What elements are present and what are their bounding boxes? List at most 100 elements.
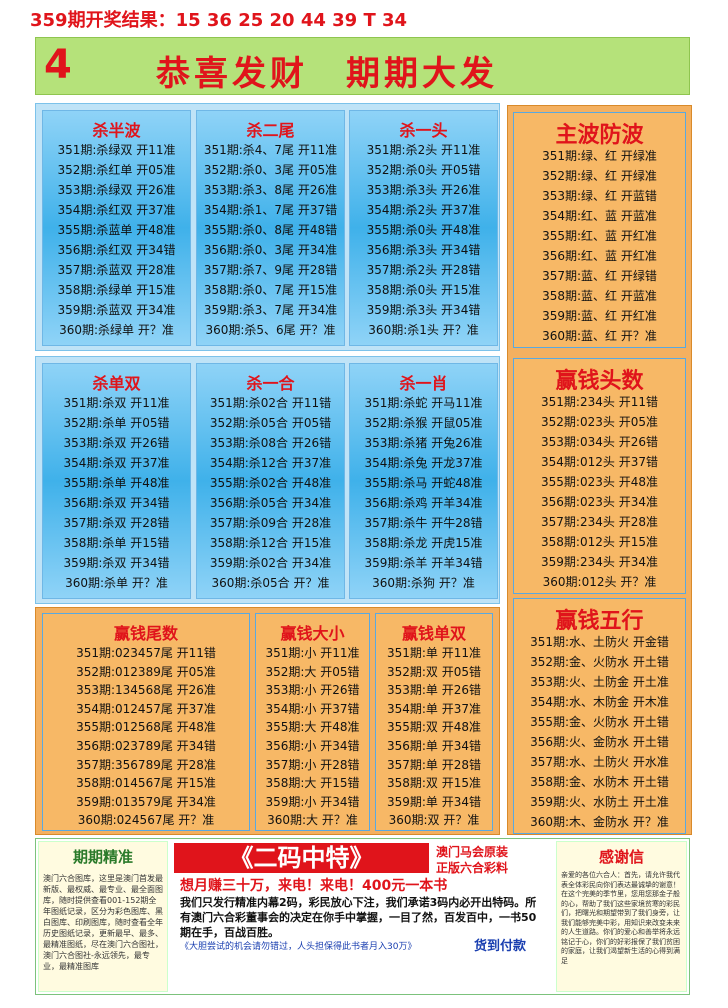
footer-right-text: 亲爱的各位六合人：首先，请允许我代表全体彩民向你们表达最诚挚的谢意！在这个完美的… [561,871,680,965]
panel-row: 353期:杀08合 开26错 [209,436,332,450]
panel: 赢钱尾数 351期:023457尾 开11错 352期:012389尾 开05准 35… [42,613,250,831]
panel-title: 杀单双 [92,374,141,393]
panel-row: 357期:杀双 开28错 [63,516,170,530]
panel-row: 351期:杀02合 开11错 [209,396,332,410]
panel-row: 358期:014567尾 开15准 [76,776,216,791]
panel-row: 356期:小 开34错 [265,739,360,753]
footer-center: 《二码中特》 澳门马会原装 正版六合彩料 想月赚三十万，来电！来电！400元一本… [174,841,552,992]
panel-row: 353期:134568尾 开26准 [76,683,216,698]
panel-row: 353期:杀双 开26错 [63,436,170,450]
panel-row: 351期:杀4、7尾 开11准 [203,143,338,157]
panel-row: 352期:023头 开05准 [541,415,658,429]
panel-row: 352期:杀红单 开05准 [57,163,176,177]
panel-row: 360期:杀单 开？准 [65,576,168,590]
panel-row: 359期:杀3头 开34错 [366,303,481,317]
panel-row: 354期:小 开37错 [265,701,360,716]
panel-row: 354期:杀兔 开龙37准 [364,456,483,470]
panel-row: 357期:小 开28错 [265,757,360,772]
panel-row: 357期:杀7、9尾 开28错 [203,263,338,277]
panel-row: 354期:杀红双 开37准 [57,203,176,217]
panel-row: 359期:杀羊 开羊34错 [364,556,483,570]
panel-row: 359期:杀02合 开34准 [209,556,332,570]
panel-row: 352期:杀单 开05错 [63,416,170,430]
panel: 杀一合 351期:杀02合 开11错 352期:杀05合 开05错 353期:杀08合… [196,363,345,599]
panel: 赢钱五行 351期:水、土防火 开金错 352期:金、火防水 开土错 353期:火、土… [513,598,686,834]
panel-row: 355期:杀0头 开48准 [366,223,481,237]
panel-row: 352期:杀0、3尾 开05准 [203,163,338,177]
panel-row: 356期:杀05合 开34准 [209,496,332,510]
panel-row: 360期:双 开？准 [388,813,480,828]
panel-row: 354期:杀1、7尾 开37错 [203,203,338,217]
footer: 期期精准 澳门六合图库，这里是澳门首发最新版、最权威、最专业、最全面图库，随时提… [35,838,690,995]
ad-title: 《二码中特》 [174,843,429,873]
panel-row: 355期:023头 开48准 [541,475,658,489]
panel-row: 359期:小 开34错 [265,794,360,809]
panel-row: 358期:012头 开15准 [541,535,658,549]
panel-row: 353期:杀3头 开26准 [366,183,481,197]
panel-row: 353期:杀绿双 开26准 [57,183,176,197]
panel-row: 353期:火、土防金 开土准 [530,675,669,689]
panel-row: 358期:杀龙 开虎15准 [364,536,483,550]
panel-row: 356期:单 开34错 [386,739,482,753]
panel-row: 358期:杀绿单 开15准 [57,283,176,297]
draw-result: 359期开奖结果：15 36 25 20 44 39 T 34 [30,10,408,31]
panel-row: 359期:杀双 开34错 [63,556,170,570]
ad-pay: 货到付款 [474,939,527,954]
panel-row: 354期:012457尾 开37准 [76,701,216,716]
panel-row: 354期:杀2头 开37准 [366,203,481,217]
panel-row: 354期:杀12合 开37准 [209,456,332,470]
panel-row: 360期:012头 开？准 [542,575,657,589]
panel-row: 354期:红、蓝 开蓝准 [542,209,657,223]
footer-right: 感谢信 亲爱的各位六合人：首先，请允许我代表全体彩民向你们表达最诚挚的谢意！在这… [556,841,687,992]
panel-title: 赢钱五行 [555,609,644,634]
panel-row: 357期:蓝、红 开绿错 [542,269,657,283]
panel-row: 358期:金、水防木 开土错 [530,775,669,789]
footer-left: 期期精准 澳门六合图库，这里是澳门首发最新版、最权威、最专业、最全面图库，随时提… [38,841,168,992]
panel-row: 359期:单 开34错 [386,794,482,809]
panel-row: 351期:023457尾 开11错 [76,646,216,660]
panel-row: 360期:杀1头 开？准 [368,323,479,337]
panel-row: 352期:双 开05错 [386,664,482,679]
panel-row: 360期:024567尾 开？准 [77,813,215,828]
panel-row: 352期:杀05合 开05错 [209,416,332,430]
panel-row: 352期:大 开05错 [265,664,360,679]
panel-row: 353期:杀猪 开兔26准 [364,436,483,450]
panel-row: 359期:蓝、红 开红准 [542,309,657,323]
panel-row: 354期:水、木防金 开木准 [530,695,669,709]
panel-row: 355期:金、火防水 开土错 [530,715,669,729]
panel-row: 351期:234头 开11错 [541,395,658,409]
panel-row: 358期:杀0、7尾 开15准 [203,283,338,297]
panel-row: 358期:双 开15准 [386,776,482,791]
panel-title: 赢钱单双 [401,624,466,643]
panel-row: 355期:双 开48准 [386,720,482,735]
panel-row: 356期:023头 开34准 [541,495,658,509]
panel-row: 356期:杀0、3尾 开34准 [203,243,338,257]
panel-row: 356期:023789尾 开34错 [76,739,216,753]
footer-left-title: 期期精准 [72,848,133,866]
footer-left-text: 澳门六合图库，这里是澳门首发最新版、最权威、最专业、最全面图库，随时提供查看00… [43,874,163,971]
panel-row: 360期:大 开？准 [267,813,358,828]
panel-row: 360期:杀狗 开？准 [372,576,475,590]
banner-number: 4 [44,42,72,88]
panel-row: 355期:杀0、8尾 开48错 [203,223,338,237]
panel-row: 357期:单 开28错 [386,757,482,772]
ad-slogan: 想月赚三十万，来电！来电！400元一本书 [180,878,448,894]
panel-row: 356期:杀3头 开34错 [366,243,481,257]
panel-row: 354期:杀双 开37准 [63,456,170,470]
panel-row: 355期:红、蓝 开红准 [542,229,657,243]
panel: 杀单双 351期:杀双 开11准 352期:杀单 开05错 353期:杀双 开26错 3… [42,363,191,599]
ad-note: 《大胆尝试的机会请勿错过，人头担保得此书者月入30万》 [180,942,417,952]
panel-row: 351期:水、土防火 开金错 [530,635,669,649]
panel-row: 352期:杀猴 开鼠05准 [364,416,483,430]
panel-row: 359期:杀3、7尾 开34准 [203,303,338,317]
panel: 杀二尾 351期:杀4、7尾 开11准 352期:杀0、3尾 开05准 353期:杀3… [196,110,345,346]
ad-tag: 正版六合彩料 [436,861,509,875]
panel: 杀一肖 351期:杀蛇 开马11准 352期:杀猴 开鼠05准 353期:杀猪 开兔2… [349,363,498,599]
panel-row: 353期:小 开26错 [265,683,360,698]
panel: 杀半波 351期:杀绿双 开11准 352期:杀红单 开05准 353期:杀绿双 开2… [42,110,191,346]
panel-row: 353期:绿、红 开蓝错 [542,189,657,203]
panel: 赢钱单双 351期:单 开11准 352期:双 开05错 353期:单 开26错 354… [375,613,493,831]
panel-row: 352期:012389尾 开05准 [76,664,216,679]
panel-row: 357期:水、土防火 开水准 [530,755,669,769]
